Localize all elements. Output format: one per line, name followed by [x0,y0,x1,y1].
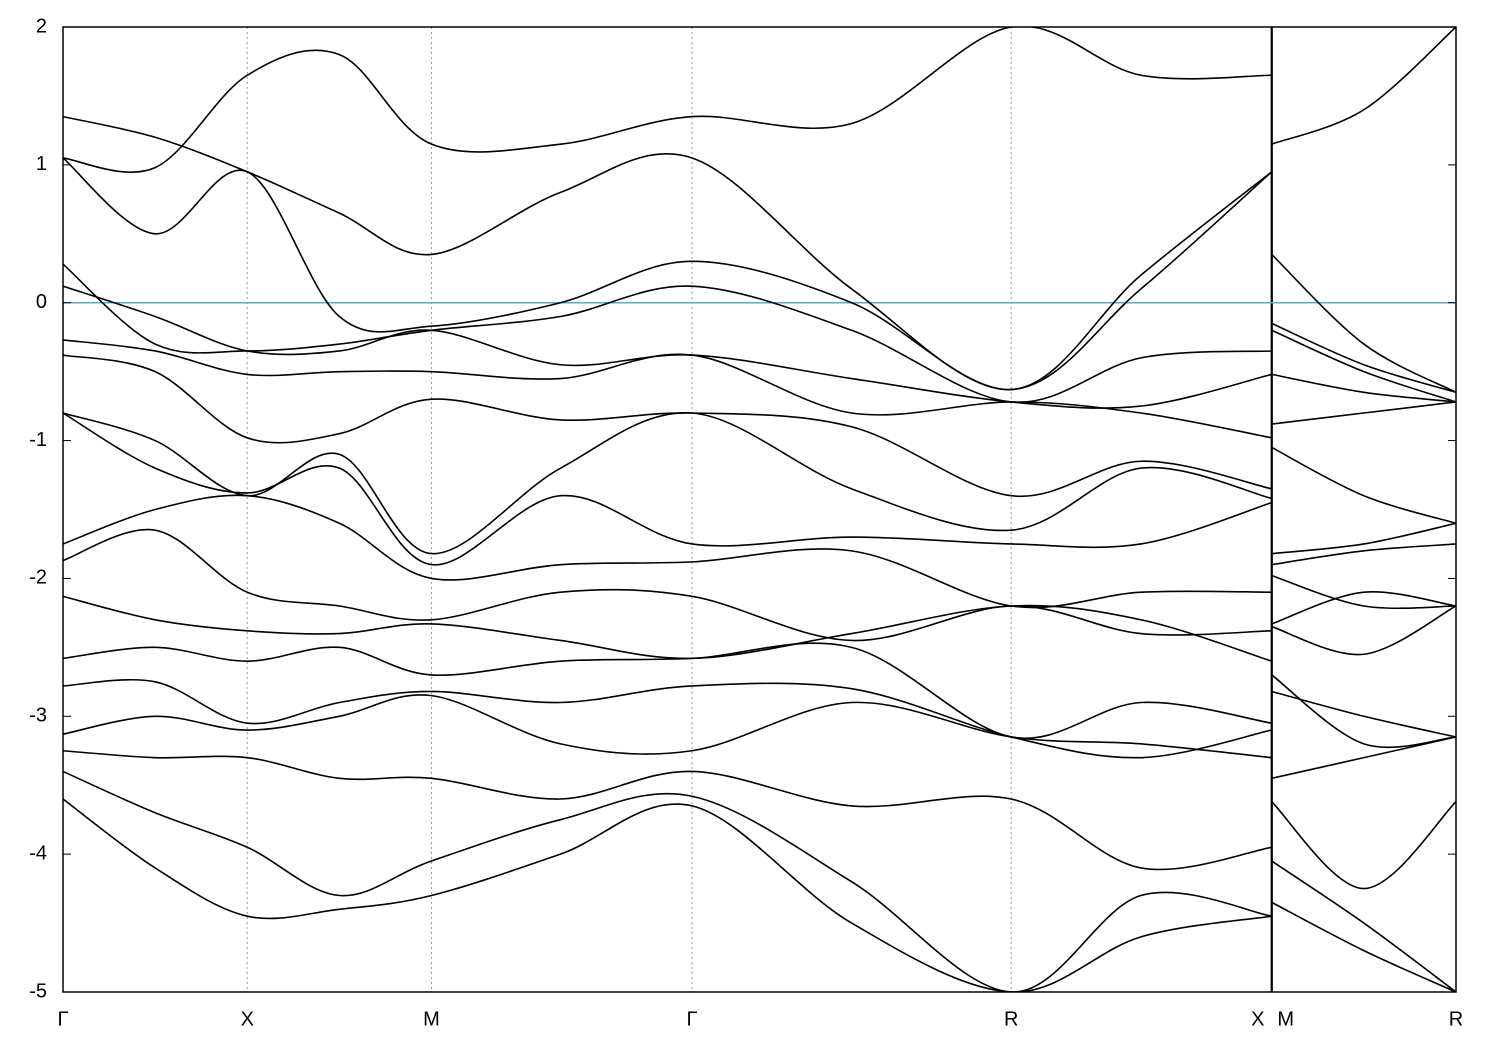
x-tick-label: M [1277,1008,1294,1030]
y-tick-label: -2 [29,567,47,589]
band-line [63,694,1456,780]
plot-frame [62,26,1457,993]
bands [63,27,1456,992]
y-tick-label: 2 [36,15,47,37]
x-tick-label: Γ [57,1008,68,1030]
band-line [63,595,1456,662]
y-tick-label: 1 [36,153,47,175]
y-tick-label: -5 [29,980,47,1002]
band-line [63,494,1456,610]
x-tick-label: M [423,1008,440,1030]
band-line [63,263,1456,404]
x-tick-label: X [1251,1008,1264,1030]
band-line [63,412,1456,566]
y-tick-label: 0 [36,291,47,313]
x-tick-label: X [241,1008,254,1030]
x-tick-label: R [1449,1008,1463,1030]
band-line [63,798,1456,992]
band-line [63,528,1456,642]
band-line [63,285,1456,409]
band-line [63,412,1456,555]
band-line [63,354,1456,525]
grid [63,27,1456,992]
band-line [63,679,1456,759]
band-line [63,339,1456,439]
band-line [63,770,1456,992]
labels: 210-1-2-3-4-5Γ X M Γ R X M R [29,15,1463,1030]
x-tick-label: R [1004,1008,1018,1030]
y-tick-label: -3 [29,705,47,727]
x-tick-label: Γ [687,1008,698,1030]
band-line [63,27,1456,173]
y-tick-label: -1 [29,429,47,451]
y-tick-label: -4 [29,842,47,864]
band-line [63,642,1456,749]
band-line [63,157,1456,394]
band-line [63,749,1456,890]
